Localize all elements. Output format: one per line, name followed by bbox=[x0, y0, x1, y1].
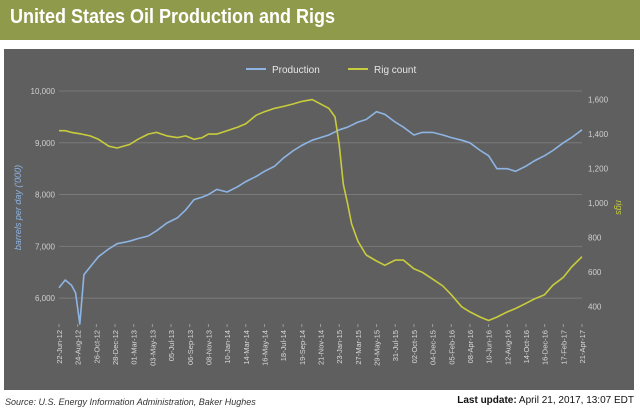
y-left-tick-label: 7,000 bbox=[35, 242, 56, 251]
y-left-axis-title: barrels per day ('000) bbox=[13, 165, 23, 250]
grid-lines bbox=[59, 90, 582, 299]
x-tick-label: 29-May-15 bbox=[373, 330, 382, 366]
x-tick-label: 04-Dec-15 bbox=[429, 330, 438, 365]
x-tick-label: 14-Mar-14 bbox=[242, 330, 251, 365]
x-tick-label: 12-Aug-16 bbox=[503, 330, 512, 365]
y-left-tick-label: 10,000 bbox=[31, 87, 56, 96]
chart-panel: 6,000 7,000 8,000 9,000 10,000 400 600 800 1,000… bbox=[4, 49, 634, 390]
legend: Production Rig count bbox=[246, 65, 416, 76]
x-tick-label: 14-Oct-16 bbox=[522, 330, 531, 363]
x-tick-label: 08-Nov-13 bbox=[204, 330, 213, 365]
y-right-tick-label: 1,400 bbox=[588, 130, 609, 139]
y-right-tick-label: 1,600 bbox=[588, 96, 609, 105]
x-tick-label: 10-Jun-16 bbox=[485, 330, 494, 364]
x-tick-label: 02-Oct-15 bbox=[410, 330, 419, 363]
title-bar: United States Oil Production and Rigs bbox=[0, 0, 640, 40]
x-tick-label: 21-Nov-14 bbox=[317, 330, 326, 365]
x-tick-label: 23-Jan-15 bbox=[335, 330, 344, 364]
x-tick-label: 27-Mar-15 bbox=[354, 330, 363, 365]
axes: 6,000 7,000 8,000 9,000 10,000 400 600 800 1,000… bbox=[13, 87, 624, 366]
source-note: Source: U.S. Energy Information Administ… bbox=[5, 397, 256, 407]
x-tick-label: 24-Aug-12 bbox=[74, 330, 83, 365]
y-right-tick-label: 600 bbox=[588, 268, 602, 277]
x-tick-label: 06-Sep-13 bbox=[186, 330, 195, 365]
y-right-tick-label: 1,000 bbox=[588, 199, 609, 208]
x-tick-label: 18-Jul-14 bbox=[279, 330, 288, 361]
x-tick-label: 05-Feb-16 bbox=[447, 330, 456, 365]
y-right-axis-title: rigs bbox=[614, 200, 624, 215]
last-update: Last update: April 21, 2017, 13:07 EDT bbox=[457, 395, 634, 406]
series-line-production bbox=[58, 110, 583, 325]
x-tick-label: 31-Jul-15 bbox=[391, 330, 400, 361]
y-right-tick-label: 400 bbox=[588, 303, 602, 312]
x-tick-label: 01-Mar-13 bbox=[130, 330, 139, 365]
footer: Source: U.S. Energy Information Administ… bbox=[0, 392, 640, 413]
x-tick-label: 10-Jan-14 bbox=[223, 330, 232, 364]
x-tick-label: 26-Oct-12 bbox=[92, 330, 101, 363]
x-tick-label: 22-Jun-12 bbox=[55, 330, 64, 364]
series-lines bbox=[58, 98, 583, 325]
last-update-label: Last update: bbox=[457, 395, 517, 406]
page-title: United States Oil Production and Rigs bbox=[10, 6, 336, 28]
x-tick-label: 17-Feb-17 bbox=[559, 330, 568, 365]
x-tick-label: 08-Apr-16 bbox=[466, 330, 475, 363]
y-left-tick-label: 9,000 bbox=[35, 139, 56, 148]
x-tick-label: 28-Dec-12 bbox=[111, 330, 120, 365]
x-tick-label: 05-Jul-13 bbox=[167, 330, 176, 361]
y-right-tick-label: 800 bbox=[588, 234, 602, 243]
legend-label: Production bbox=[272, 65, 320, 76]
x-tick-label: 16-May-14 bbox=[260, 330, 269, 366]
chart-svg: 6,000 7,000 8,000 9,000 10,000 400 600 800 1,000… bbox=[13, 65, 624, 366]
x-tick-label: 03-May-13 bbox=[148, 330, 157, 366]
x-tick-label: 19-Sep-14 bbox=[298, 330, 307, 365]
x-tick-label: 21-Apr-17 bbox=[578, 330, 587, 363]
y-right-tick-label: 1,200 bbox=[588, 165, 609, 174]
series-line-rig-count bbox=[59, 98, 583, 322]
legend-label: Rig count bbox=[374, 65, 416, 76]
y-left-tick-label: 6,000 bbox=[35, 294, 56, 303]
y-left-tick-label: 8,000 bbox=[35, 191, 56, 200]
last-update-value: April 21, 2017, 13:07 EDT bbox=[518, 395, 634, 406]
x-tick-label: 16-Dec-16 bbox=[541, 330, 550, 365]
